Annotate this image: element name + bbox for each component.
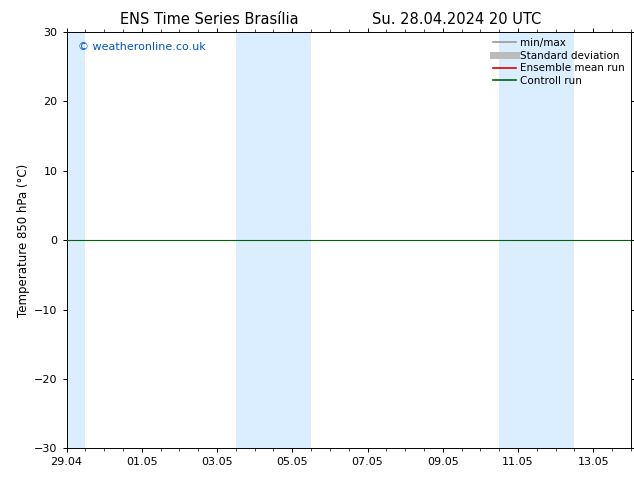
Y-axis label: Temperature 850 hPa (°C): Temperature 850 hPa (°C) (17, 164, 30, 317)
Legend: min/max, Standard deviation, Ensemble mean run, Controll run: min/max, Standard deviation, Ensemble me… (489, 34, 629, 90)
Bar (63, 32, 86, 448)
Bar (499, 32, 574, 448)
Text: Su. 28.04.2024 20 UTC: Su. 28.04.2024 20 UTC (372, 12, 541, 27)
Text: ENS Time Series Brasília: ENS Time Series Brasília (120, 12, 299, 27)
Text: © weatheronline.co.uk: © weatheronline.co.uk (78, 42, 205, 52)
Bar (236, 32, 311, 448)
